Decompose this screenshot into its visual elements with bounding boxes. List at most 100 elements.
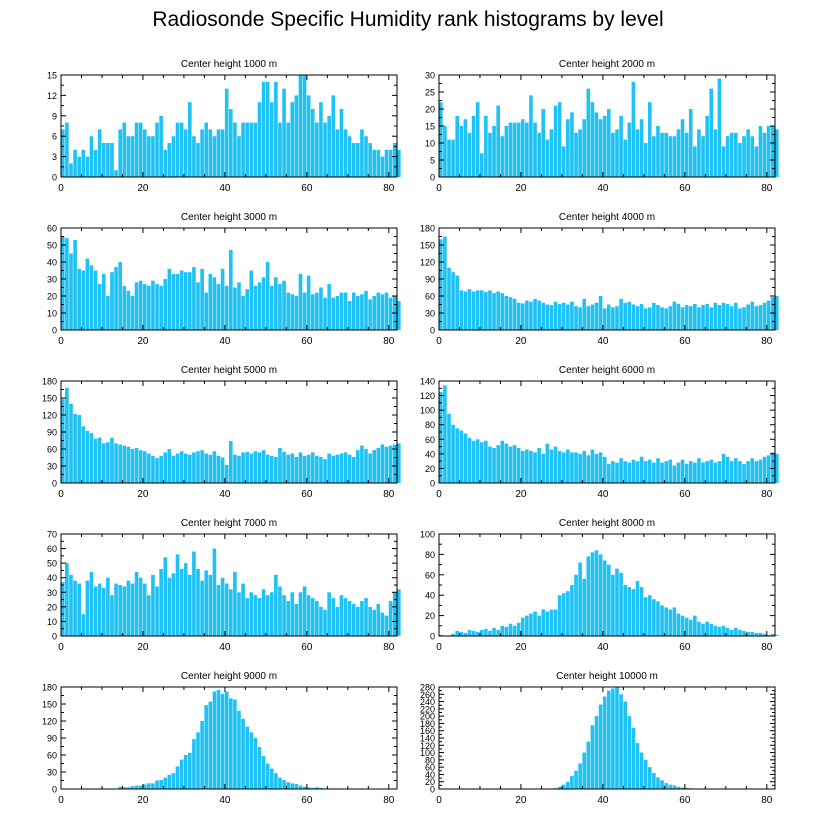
histogram-bar (775, 634, 779, 636)
histogram-bar (660, 605, 664, 636)
histogram-bar (343, 292, 348, 330)
y-tick-label: 5 (430, 156, 435, 166)
histogram-bar (598, 452, 603, 483)
histogram-bar (496, 445, 500, 483)
histogram-bar (574, 452, 578, 483)
histogram-bar (627, 716, 632, 789)
histogram-bar (73, 580, 77, 636)
histogram-bar (319, 456, 323, 483)
histogram-bar (627, 301, 632, 330)
histogram-bar (734, 458, 738, 483)
histogram-bar (738, 143, 742, 177)
histogram-bar (672, 136, 677, 177)
histogram-bar (368, 143, 372, 177)
x-tick-label: 0 (436, 795, 442, 806)
histogram-bar (163, 557, 168, 636)
histogram-bar (639, 456, 644, 483)
histogram-bar (447, 139, 451, 177)
histogram-bar (110, 143, 114, 177)
histogram-bar (360, 445, 364, 483)
histogram-bar (725, 136, 730, 177)
histogram-bar (392, 444, 397, 483)
histogram-bar (372, 609, 377, 636)
histogram-bar (709, 307, 714, 330)
histogram-bar (245, 289, 249, 330)
histogram-bar (380, 612, 385, 636)
y-tick-label: 100 (420, 406, 435, 416)
histogram-bar (627, 122, 632, 177)
panel-title: Center height 6000 m (559, 365, 655, 376)
histogram-bar (738, 308, 742, 330)
histogram-bar (151, 136, 155, 177)
y-tick-label: 90 (47, 428, 57, 438)
histogram-bar (171, 273, 176, 330)
histogram-bar (351, 143, 356, 177)
histogram-bar (664, 607, 668, 636)
histogram-bar (118, 262, 122, 330)
histogram-bar (101, 273, 106, 330)
histogram-bar (147, 453, 151, 483)
histogram-bar (742, 464, 746, 483)
y-tick-label: 60 (425, 435, 435, 445)
histogram-bar (561, 593, 566, 636)
panel-7: Center height 7000 m 0 20 40 60 80 0 10 20 30 40 50… (47, 518, 401, 653)
x-tick-label: 40 (597, 336, 609, 347)
histogram-bar (439, 239, 443, 330)
histogram-bar (668, 306, 673, 330)
histogram-bar (224, 691, 229, 789)
x-tick-label: 0 (436, 489, 442, 500)
histogram-bar (138, 122, 143, 177)
histogram-bar (611, 307, 615, 330)
histogram-bar (89, 136, 94, 177)
histogram-bar (282, 779, 286, 789)
histogram-bar (331, 297, 336, 330)
histogram-bar (656, 601, 660, 636)
y-tick-label: 120 (420, 391, 435, 401)
histogram-bar (680, 787, 685, 789)
x-tick-label: 80 (383, 489, 395, 500)
x-tick-label: 80 (383, 795, 395, 806)
y-tick-label: 0 (430, 326, 435, 336)
y-tick-label: 20 (425, 777, 435, 787)
histogram-bar (351, 456, 356, 483)
y-tick-label: 60 (425, 292, 435, 302)
x-tick-label: 20 (515, 183, 527, 194)
histogram-bar (224, 583, 229, 636)
histogram-bar (635, 129, 640, 177)
histogram-bar (664, 461, 668, 483)
histogram-bar (167, 268, 172, 330)
x-tick-label: 40 (219, 336, 231, 347)
histogram-bar (500, 293, 505, 330)
histogram-bar (253, 595, 258, 636)
histogram-bar (459, 290, 464, 330)
histogram-bar (750, 301, 755, 330)
histogram-bar (286, 292, 290, 330)
histogram-bar (310, 452, 315, 483)
histogram-bar (188, 272, 192, 330)
histogram-bar (549, 305, 554, 330)
histogram-bar (204, 292, 209, 330)
histogram-bar (775, 129, 779, 177)
histogram-bar (660, 132, 664, 177)
histogram-bar (463, 433, 468, 483)
histogram-bar (742, 307, 746, 330)
histogram-bar (598, 554, 603, 636)
histogram-bar (81, 614, 86, 636)
histogram-bar (754, 146, 759, 177)
histogram-bar (163, 452, 168, 483)
histogram-bar (533, 452, 537, 483)
histogram-bar (660, 307, 664, 330)
histogram-bar (578, 763, 582, 789)
histogram-bar (159, 779, 163, 789)
histogram-bar (77, 415, 81, 483)
histogram-bar (557, 450, 562, 483)
y-tick-label: 140 (420, 377, 435, 387)
histogram-bar (709, 459, 714, 483)
panel-title: Center height 8000 m (559, 518, 655, 529)
histogram-bar (537, 132, 541, 177)
histogram-bar (525, 122, 529, 177)
histogram-bar (183, 453, 188, 483)
histogram-bar (742, 136, 746, 177)
histogram-bar (705, 115, 709, 177)
histogram-bar (278, 284, 282, 330)
